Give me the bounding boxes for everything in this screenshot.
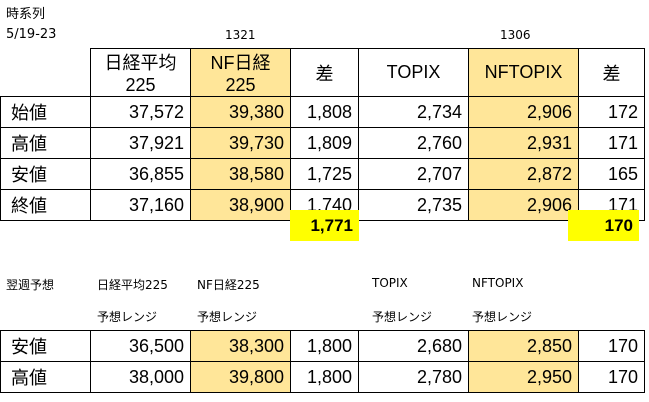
forecast-cell-nikkei: 36,500 — [90, 330, 191, 362]
cell-diff-topix: 165 — [578, 158, 645, 190]
forecast-cell-nftopix: 2,850 — [468, 330, 579, 362]
forecast-cell-nftopix: 2,950 — [468, 361, 579, 393]
cell-nftopix: 2,906 — [468, 189, 579, 221]
row-label: 始値 — [0, 96, 91, 128]
date-range: 5/19-23 — [6, 27, 57, 42]
table-row: 終値 37,160 38,900 1,740 2,735 2,906 171 — [0, 189, 645, 221]
sheet-title: 時系列 — [6, 7, 46, 22]
cell-diff-nikkei: 1,808 — [290, 96, 359, 128]
avg-diff-nikkei: 1,771 — [290, 210, 359, 241]
cell-nftopix: 2,906 — [468, 96, 579, 128]
cell-nikkei: 36,855 — [90, 158, 191, 190]
corner-cell — [0, 48, 91, 97]
cell-nikkei: 37,160 — [90, 189, 191, 221]
row-label: 安値 — [0, 158, 91, 190]
forecast-cell-diff-nikkei: 1,800 — [290, 361, 359, 393]
cell-diff-topix: 172 — [578, 96, 645, 128]
range-label-topix: 予想レンジ — [372, 310, 433, 324]
forecast-row-label: 高値 — [0, 361, 91, 393]
forecast-cell-diff-topix: 170 — [578, 330, 645, 362]
cell-topix: 2,760 — [358, 127, 469, 159]
cell-diff-nikkei: 1,809 — [290, 127, 359, 159]
avg-diff-topix: 170 — [568, 210, 639, 241]
forecast-table: 安値 36,500 38,300 1,800 2,680 2,850 170 高… — [0, 330, 645, 393]
forecast-cell-topix: 2,680 — [358, 330, 469, 362]
cell-nf-nikkei: 38,900 — [190, 189, 291, 221]
forecast-cell-diff-topix: 170 — [578, 361, 645, 393]
row-label: 終値 — [0, 189, 91, 221]
header-diff-nikkei: 差 — [290, 48, 359, 97]
cell-nikkei: 37,572 — [90, 96, 191, 128]
price-table: 日経平均225 NF日経225 差 TOPIX NFTOPIX 差 始値 37,… — [0, 48, 645, 221]
header-diff-topix: 差 — [578, 48, 645, 97]
forecast-row: 安値 36,500 38,300 1,800 2,680 2,850 170 — [0, 330, 645, 362]
header-nftopix: NFTOPIX — [468, 48, 579, 97]
cell-nftopix: 2,872 — [468, 158, 579, 190]
code-left: 1321 — [225, 28, 256, 42]
forecast-cell-nf-nikkei: 39,800 — [190, 361, 291, 393]
header-row: 日経平均225 NF日経225 差 TOPIX NFTOPIX 差 — [0, 48, 645, 97]
header-nf-nikkei: NF日経225 — [190, 48, 291, 97]
code-right: 1306 — [500, 28, 531, 42]
forecast-row-label: 安値 — [0, 330, 91, 362]
forecast-nftopix-label: NFTOPIX — [472, 276, 524, 290]
row-label: 高値 — [0, 127, 91, 159]
cell-nftopix: 2,931 — [468, 127, 579, 159]
table-row: 安値 36,855 38,580 1,725 2,707 2,872 165 — [0, 158, 645, 190]
header-topix: TOPIX — [358, 48, 469, 97]
forecast-nf-nikkei-label: NF日経225 — [197, 278, 260, 292]
range-label-nikkei: 予想レンジ — [97, 310, 158, 324]
forecast-cell-diff-nikkei: 1,800 — [290, 330, 359, 362]
cell-topix: 2,734 — [358, 96, 469, 128]
cell-topix: 2,707 — [358, 158, 469, 190]
header-nikkei: 日経平均225 — [90, 48, 191, 97]
forecast-cell-nikkei: 38,000 — [90, 361, 191, 393]
table-row: 高値 37,921 39,730 1,809 2,760 2,931 171 — [0, 127, 645, 159]
cell-topix: 2,735 — [358, 189, 469, 221]
forecast-nikkei-label: 日経平均225 — [97, 278, 168, 292]
forecast-row: 高値 38,000 39,800 1,800 2,780 2,950 170 — [0, 361, 645, 393]
cell-nikkei: 37,921 — [90, 127, 191, 159]
table-row: 始値 37,572 39,380 1,808 2,734 2,906 172 — [0, 96, 645, 128]
cell-nf-nikkei: 38,580 — [190, 158, 291, 190]
cell-nf-nikkei: 39,730 — [190, 127, 291, 159]
range-label-nf-nikkei: 予想レンジ — [197, 310, 258, 324]
forecast-topix-label: TOPIX — [372, 276, 408, 290]
forecast-cell-nf-nikkei: 38,300 — [190, 330, 291, 362]
forecast-title: 翌週予想 — [6, 278, 55, 292]
range-label-nftopix: 予想レンジ — [472, 310, 533, 324]
forecast-cell-topix: 2,780 — [358, 361, 469, 393]
cell-nf-nikkei: 39,380 — [190, 96, 291, 128]
cell-diff-topix: 171 — [578, 127, 645, 159]
cell-diff-nikkei: 1,725 — [290, 158, 359, 190]
